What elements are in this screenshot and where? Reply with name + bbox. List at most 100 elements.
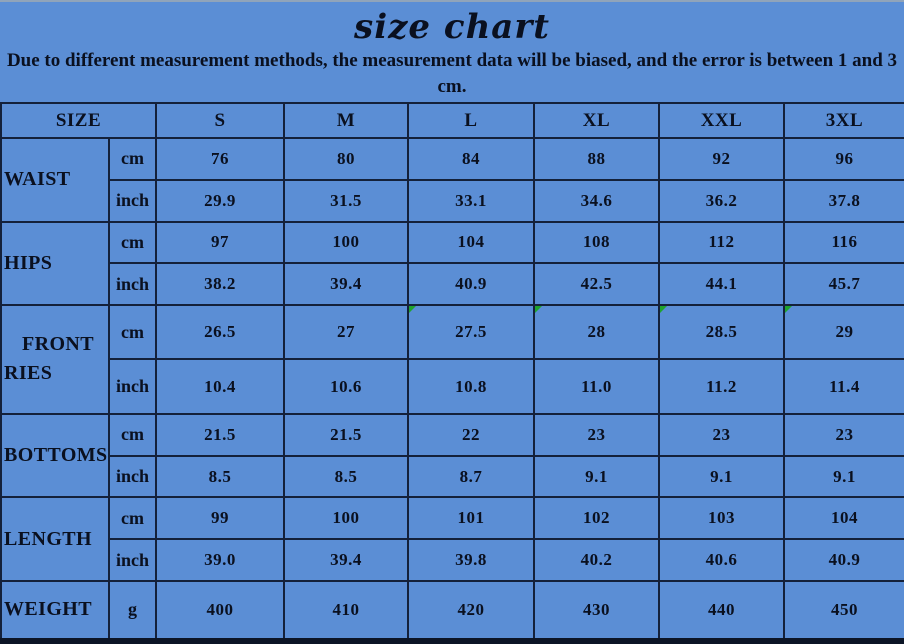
value-cell: 11.4	[783, 358, 904, 415]
value-cell: 116	[783, 220, 904, 265]
table-row: inch 38.2 39.4 40.9 42.5 44.1 45.7	[1, 262, 904, 306]
unit-cell: cm	[108, 137, 157, 181]
value-cell: 36.2	[658, 178, 785, 223]
value-cell: 38.2	[155, 262, 285, 306]
heading-block: size chart Due to different measurement …	[0, 2, 904, 102]
value-cell: 11.2	[658, 358, 785, 415]
table-row: inch 10.4 10.6 10.8 11.0 11.2 11.4	[1, 358, 904, 415]
disclaimer-text: Due to different measurement methods, th…	[6, 50, 898, 97]
value-cell: 8.5	[155, 454, 285, 499]
row-label-waist: WAIST	[0, 137, 110, 223]
value-cell: 97	[155, 220, 285, 265]
value-cell: 10.4	[155, 358, 285, 415]
value-cell: 104	[783, 496, 904, 541]
value-cell: 21.5	[155, 412, 285, 457]
value-cell: 420	[407, 579, 535, 644]
value-cell: 92	[658, 137, 785, 181]
column-header-s: S	[155, 102, 285, 139]
value-cell: 400	[155, 579, 285, 644]
value-cell: 39.8	[407, 538, 535, 582]
row-label-bottoms: BOTTOMS	[0, 412, 110, 499]
value-cell: 9.1	[658, 454, 785, 499]
value-cell: 21.5	[283, 412, 409, 457]
unit-cell: g	[108, 579, 157, 644]
value-cell: 28	[533, 303, 660, 361]
value-cell: 100	[283, 496, 409, 541]
row-label-front-ries: FRONT RIES	[0, 304, 110, 415]
value-cell: 40.2	[533, 538, 660, 582]
unit-cell: cm	[108, 496, 157, 541]
unit-cell: inch	[108, 358, 157, 415]
column-header-3xl: 3XL	[783, 102, 904, 139]
size-table: SIZE S M L XL XXL 3XL WAIST cm 76 80 84 …	[0, 102, 904, 644]
value-cell: 8.5	[283, 454, 409, 499]
value-cell: 8.7	[407, 454, 535, 499]
value-cell: 76	[155, 137, 285, 181]
value-cell: 23	[533, 412, 660, 457]
unit-cell: inch	[108, 262, 157, 306]
value-cell: 42.5	[533, 262, 660, 306]
unit-cell: cm	[108, 220, 157, 265]
value-cell: 9.1	[783, 454, 904, 499]
value-cell: 44.1	[658, 262, 785, 306]
table-row: inch 29.9 31.5 33.1 34.6 36.2 37.8	[1, 178, 904, 223]
value-cell: 88	[533, 137, 660, 181]
value-cell: 23	[783, 412, 904, 457]
value-cell: 39.0	[155, 538, 285, 582]
value-cell: 99	[155, 496, 285, 541]
value-cell: 39.4	[283, 262, 409, 306]
unit-cell: inch	[108, 178, 157, 223]
value-cell: 410	[283, 579, 409, 644]
value-cell: 108	[533, 220, 660, 265]
table-row: WEIGHT g 400 410 420 430 440 450	[0, 579, 904, 644]
value-cell: 27.5	[407, 303, 535, 361]
column-header-xl: XL	[533, 102, 660, 139]
value-cell: 34.6	[533, 178, 660, 223]
unit-cell: inch	[108, 538, 157, 582]
value-cell: 10.6	[283, 358, 409, 415]
header-size-cell: SIZE	[0, 102, 157, 139]
table-row: WAIST cm 76 80 84 88 92 96	[0, 137, 904, 223]
value-cell: 29	[783, 303, 904, 361]
value-cell: 80	[283, 137, 409, 181]
value-cell: 103	[658, 496, 785, 541]
value-cell: 39.4	[283, 538, 409, 582]
value-cell: 100	[283, 220, 409, 265]
value-cell: 9.1	[533, 454, 660, 499]
table-row: LENGTH cm 99 100 101 102 103 104	[0, 496, 904, 582]
value-cell: 26.5	[155, 303, 285, 361]
value-cell: 112	[658, 220, 785, 265]
value-cell: 450	[783, 579, 904, 644]
value-cell: 40.9	[783, 538, 904, 582]
value-cell: 102	[533, 496, 660, 541]
value-cell: 104	[407, 220, 535, 265]
table-row: BOTTOMS cm 21.5 21.5 22 23 23 23	[0, 412, 904, 499]
value-cell: 23	[658, 412, 785, 457]
value-cell: 40.9	[407, 262, 535, 306]
value-cell: 29.9	[155, 178, 285, 223]
value-cell: 37.8	[783, 178, 904, 223]
unit-cell: cm	[108, 412, 157, 457]
column-header-xxl: XXL	[658, 102, 785, 139]
value-cell: 96	[783, 137, 904, 181]
table-row: inch 8.5 8.5 8.7 9.1 9.1 9.1	[1, 454, 904, 499]
value-cell: 84	[407, 137, 535, 181]
page-title: size chart	[354, 7, 550, 47]
table-row: inch 39.0 39.4 39.8 40.2 40.6 40.9	[1, 538, 904, 582]
value-cell: 27	[283, 303, 409, 361]
unit-cell: cm	[108, 303, 157, 361]
value-cell: 33.1	[407, 178, 535, 223]
column-header-m: M	[283, 102, 409, 139]
value-cell: 440	[658, 579, 785, 644]
row-label-hips: HIPS	[0, 220, 110, 306]
column-header-l: L	[407, 102, 535, 139]
value-cell: 31.5	[283, 178, 409, 223]
value-cell: 430	[533, 579, 660, 644]
value-cell: 22	[407, 412, 535, 457]
table-row: FRONT RIES cm 26.5 27 27.5 28 28.5 29	[0, 303, 904, 415]
header-row: SIZE S M L XL XXL 3XL	[0, 102, 904, 139]
value-cell: 40.6	[658, 538, 785, 582]
value-cell: 11.0	[533, 358, 660, 415]
row-label-length: LENGTH	[0, 496, 110, 582]
